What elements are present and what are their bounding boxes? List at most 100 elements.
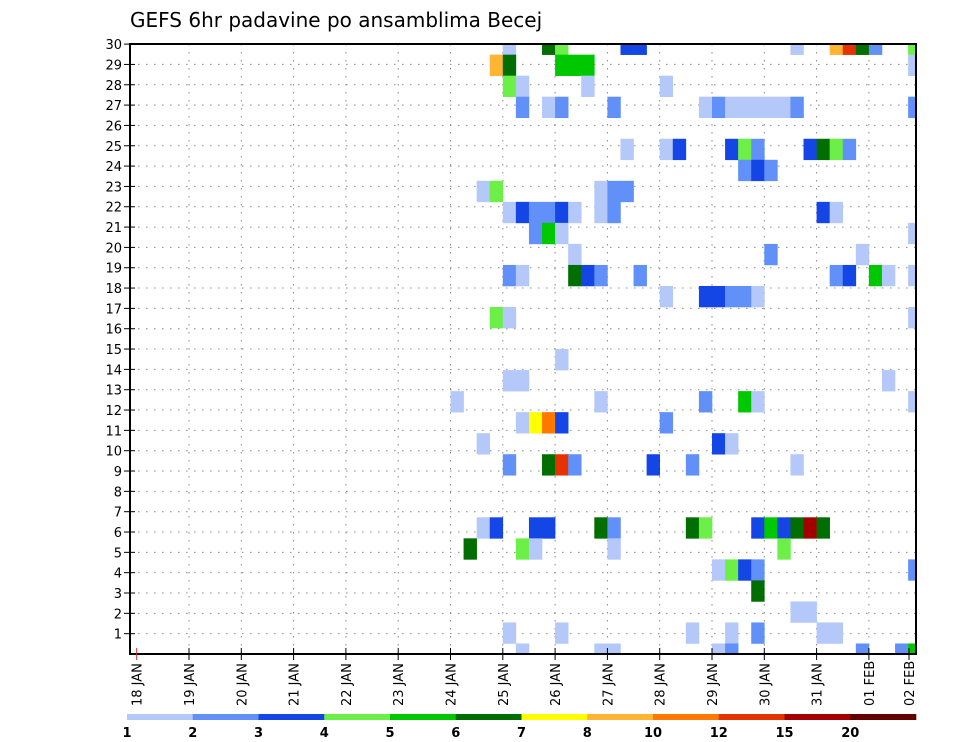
- heatmap-cell: [555, 201, 569, 224]
- colorbar-swatch: [390, 714, 457, 720]
- x-tick-label: 30 JAN: [758, 663, 773, 706]
- heatmap-cell: [594, 264, 608, 287]
- heatmap-cell: [581, 75, 595, 98]
- colorbar-label: 6: [451, 726, 460, 741]
- heatmap-cell: [502, 75, 517, 98]
- y-tick-label: 20: [105, 241, 122, 256]
- y-tick-label: 23: [105, 180, 122, 195]
- colorbar-swatch: [784, 714, 851, 720]
- heatmap-cell: [502, 54, 517, 76]
- heatmap-cell: [842, 264, 857, 287]
- heatmap-cell: [725, 138, 739, 161]
- heatmap-cell: [698, 285, 713, 308]
- heatmap-cell: [738, 391, 752, 413]
- colorbar-legend: 1 2 3 4 5 6 7 8 10 12 15 20: [122, 714, 917, 741]
- colorbar-label: 20: [841, 726, 859, 741]
- heatmap-cell: [816, 517, 830, 539]
- colorbar-label: 15: [775, 726, 793, 741]
- colorbar-swatch: [653, 714, 720, 720]
- y-tick-label: 27: [105, 99, 122, 114]
- heatmap-cell: [764, 517, 778, 539]
- heatmap-cell: [881, 370, 896, 392]
- heatmap-cell: [594, 201, 608, 224]
- colorbar-label: 2: [188, 726, 197, 741]
- x-tick-label: 02 FEB: [903, 661, 918, 706]
- y-tick-label: 6: [114, 526, 122, 541]
- heatmap-cell: [829, 138, 844, 161]
- heatmap-cell: [542, 201, 556, 224]
- heatmap-cell: [751, 285, 765, 308]
- heatmap-cell: [908, 44, 916, 55]
- heatmap-cell: [855, 643, 870, 654]
- y-tick-label: 16: [105, 323, 122, 338]
- heatmap-cell: [659, 75, 674, 98]
- heatmap-cell: [555, 412, 569, 434]
- heatmap-cell: [895, 643, 909, 654]
- x-tick-label: 26 JAN: [549, 663, 564, 706]
- heatmap-cell: [515, 96, 530, 119]
- heatmap-cell: [764, 96, 778, 119]
- heatmap-cell: [868, 264, 883, 287]
- heatmap-cell: [829, 201, 844, 224]
- heatmap-cell: [751, 96, 765, 119]
- heatmap-cell: [476, 517, 491, 539]
- x-tick-label: 21 JAN: [288, 663, 303, 706]
- heatmap-cell: [803, 517, 817, 539]
- heatmap-cell: [738, 285, 752, 308]
- heatmap-cell: [489, 54, 504, 76]
- y-tick-label: 8: [114, 485, 122, 500]
- heatmap-cell: [712, 285, 726, 308]
- x-tick-label: 18 JAN: [131, 663, 146, 706]
- heatmap-cell: [502, 264, 517, 287]
- heatmap-cell: [790, 517, 804, 539]
- heatmap-cell: [790, 454, 804, 476]
- heatmap-cell: [881, 264, 896, 287]
- heatmap-cell: [842, 44, 857, 55]
- y-tick-label: 7: [114, 506, 122, 521]
- heatmap-cell: [555, 222, 569, 245]
- heatmap-cell: [594, 643, 608, 654]
- heatmap-cell: [515, 643, 530, 654]
- heatmap-cell: [842, 138, 857, 161]
- heatmap-cell: [489, 307, 504, 329]
- heatmap-cells: [450, 44, 916, 654]
- heatmap-cell: [751, 580, 765, 602]
- x-tick-label: 31 JAN: [811, 663, 826, 706]
- y-tick-label: 30: [105, 38, 122, 53]
- heatmap-cell: [816, 201, 830, 224]
- y-tick-label: 9: [114, 465, 122, 480]
- heatmap-cell: [528, 517, 543, 539]
- heatmap-cell: [502, 201, 517, 224]
- colorbar-swatch: [718, 714, 785, 720]
- heatmap-cell: [476, 180, 491, 203]
- heatmap-cell: [829, 44, 844, 55]
- heatmap-cell: [542, 454, 556, 476]
- y-tick-label: 10: [105, 445, 122, 460]
- heatmap-cell: [620, 138, 634, 161]
- heatmap-cell: [764, 159, 778, 182]
- heatmap-cell: [542, 517, 556, 539]
- heatmap-cell: [502, 307, 517, 329]
- heatmap-cell: [712, 643, 726, 654]
- heatmap-cell: [738, 96, 752, 119]
- heatmap-cell: [751, 517, 765, 539]
- heatmap-cell: [712, 96, 726, 119]
- heatmap-cell: [777, 517, 791, 539]
- y-tick-label: 24: [105, 160, 122, 175]
- y-tick-label: 3: [114, 587, 122, 602]
- heatmap-cell: [463, 538, 477, 560]
- colorbar-label: 10: [644, 726, 662, 741]
- heatmap-cell: [672, 138, 687, 161]
- colorbar-swatch: [192, 714, 259, 720]
- heatmap-cell: [555, 96, 569, 119]
- heatmap-cell: [502, 454, 517, 476]
- heatmap-cell: [542, 222, 556, 245]
- heatmap-cell: [777, 538, 791, 560]
- heatmap-cell: [502, 44, 517, 55]
- chart-title: GEFS 6hr padavine po ansamblima Becej: [130, 8, 542, 32]
- heatmap-cell: [764, 243, 778, 266]
- heatmap-cell: [908, 559, 916, 581]
- heatmap-cell: [528, 201, 543, 224]
- y-tick-label: 2: [114, 607, 122, 622]
